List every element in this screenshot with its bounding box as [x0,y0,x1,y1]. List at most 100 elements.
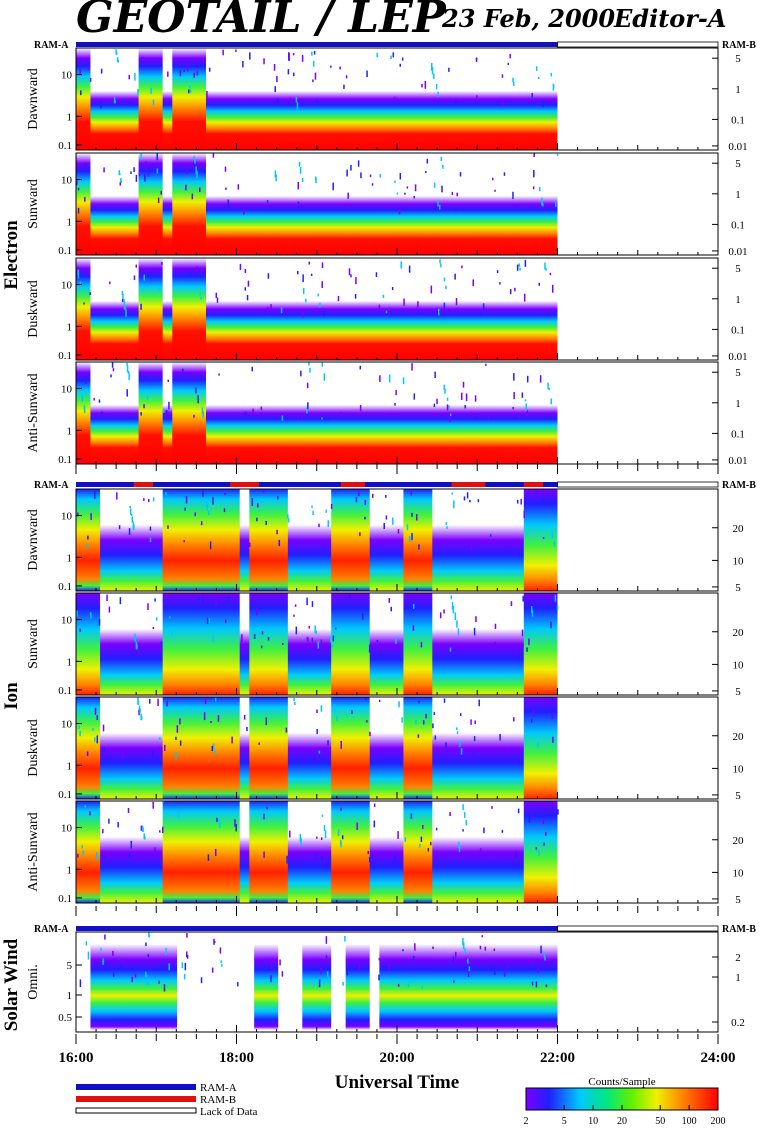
spectrogram-speckle [545,984,548,988]
spectrogram-speckle [300,837,302,846]
spectrogram-speckle [167,525,169,529]
spectrogram-speckle [154,847,156,853]
left-tick-label: 1 [67,321,73,333]
spectrogram-speckle [422,720,425,725]
spectrogram-speckle [443,609,445,614]
spectrogram-speckle [76,180,78,186]
spectrogram-speckle [145,974,148,978]
spectrogram-speckle [81,394,84,402]
spectrogram-speckle [156,168,159,174]
spectrogram-speckle [199,292,202,296]
spectrogram-speckle [206,91,208,99]
left-tick-label: 0.1 [58,789,72,801]
spectrogram-speckle [418,700,420,704]
spectrogram-speckle [412,604,415,609]
ram-b-bar-segment [230,482,259,487]
spectrogram-speckle [162,801,164,804]
spectrogram-speckle [196,266,198,272]
spectrogram-speckle [107,852,109,859]
spectrogram-speckle [528,815,531,823]
spectrogram-speckle [470,544,473,552]
spectrogram-speckle [147,982,149,985]
spectrogram-speckle [501,829,504,833]
spectrogram-burst [254,944,279,1030]
spectrogram-speckle [314,625,316,634]
spectrogram-speckle [395,637,397,645]
spectrogram-speckle [134,72,136,81]
spectrogram-speckle [234,819,236,827]
spectrogram-speckle [307,402,309,410]
spectrogram-speckle [205,593,208,597]
spectrogram-speckle [346,169,348,177]
spectrogram-speckle [136,644,138,650]
spectrogram-burst [76,801,101,903]
spectrogram-speckle [364,499,367,506]
spectrogram-speckle [507,62,510,65]
spectrogram-speckle [503,972,506,977]
spectrogram-speckle [144,174,146,182]
spectrogram-speckle [123,301,126,310]
spectrogram-speckle [213,938,215,945]
spectrogram-speckle [212,635,214,642]
spectrogram-speckle [316,709,318,714]
spectrogram-speckle [165,947,167,956]
spectrogram-speckle [119,172,121,176]
spectrogram-speckle [102,959,105,963]
spectrogram-speckle [518,415,521,419]
spectrogram-speckle [451,602,454,610]
spectrogram-speckle [378,957,381,961]
spectrogram-speckle [208,67,211,72]
spectrogram-speckle [188,89,190,94]
spectrogram-speckle [89,811,91,816]
lack-of-data-bar [557,481,719,488]
spectrogram-speckle [531,959,533,965]
spectrogram-speckle [102,724,105,732]
spectrogram-speckle [119,182,122,186]
spectrogram-speckle [475,416,477,420]
spectrogram-speckle [359,365,362,370]
spectrogram-speckle [355,277,357,285]
spectrogram-speckle [206,617,209,625]
left-tick-label: 1 [67,656,73,668]
spectrogram-speckle [287,69,290,75]
spectrogram-speckle [171,628,173,637]
spectrogram-speckle [147,603,149,611]
group-label: Solar Wind [1,938,22,1031]
spectrogram-speckle [433,403,436,407]
spectrogram-speckle [544,956,546,961]
spectrogram-speckle [323,373,326,381]
spectrogram-speckle [146,979,149,985]
spectrogram-speckle [147,498,150,503]
spectrogram-speckle [212,497,214,505]
spectrogram-speckle [160,190,162,195]
spectrogram-speckle [491,177,494,181]
spectrogram-speckle [318,979,321,988]
spectrogram-speckle [438,308,440,316]
spectrogram-speckle [79,68,81,74]
group-label: Electron [1,220,22,290]
spectrogram-burst [76,593,101,695]
spectrogram-burst [331,697,370,799]
spectrogram-speckle [455,727,458,731]
spectrogram-speckle [121,299,124,303]
spectrogram-speckle [130,171,132,175]
spectrogram-speckle [412,955,415,961]
spectrogram-speckle [535,847,538,850]
spectrogram-speckle [159,964,161,971]
spectrogram-speckle [456,731,459,734]
spectrogram-speckle [513,373,515,381]
spectrogram-speckle [321,814,324,817]
spectrogram-speckle [167,379,169,382]
spectrogram-speckle [326,971,329,977]
spectrogram-speckle [456,620,458,628]
spectrogram-speckle [195,387,197,394]
spectrogram-speckle [552,736,554,743]
spectrogram-speckle [77,512,79,517]
spectrogram-speckle [382,294,385,298]
spectrogram-speckle [330,503,333,509]
spectrogram-speckle [496,270,499,274]
spectrogram-speckle [159,737,161,741]
spectrogram-speckle [263,964,265,967]
spectrogram-speckle [446,397,449,401]
spectrogram-speckle [430,285,433,294]
